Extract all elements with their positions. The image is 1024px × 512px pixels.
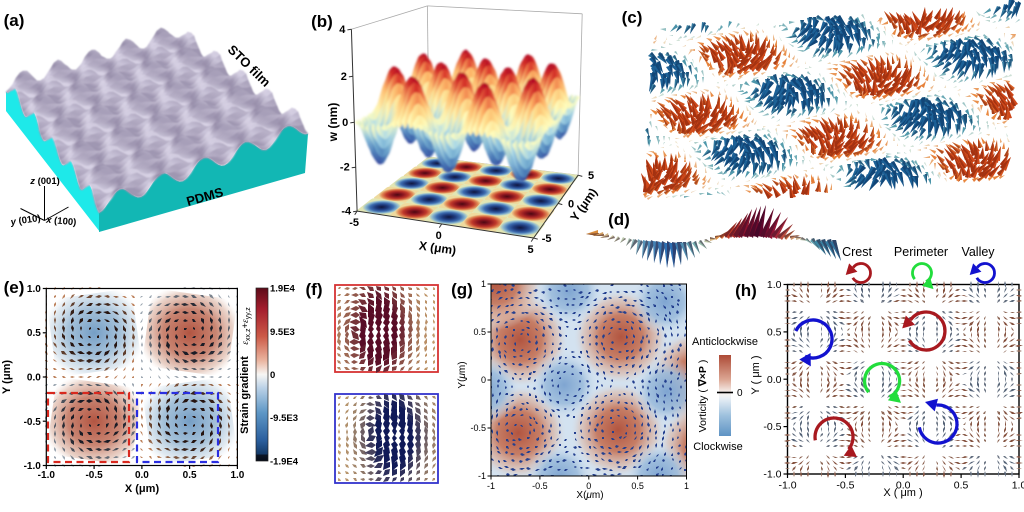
svg-text:1: 1 (684, 481, 689, 491)
svg-text:-5: -5 (349, 217, 359, 229)
svg-text:0.0: 0.0 (27, 373, 41, 384)
svg-text:-1: -1 (487, 481, 495, 491)
svg-text:Y (μm): Y (μm) (1, 360, 13, 394)
svg-text:0: 0 (436, 230, 442, 242)
svg-text:-9.5E3: -9.5E3 (270, 413, 298, 424)
svg-text:X (μm): X (μm) (418, 239, 457, 258)
svg-text:0: 0 (737, 388, 743, 399)
svg-text:z (001): z (001) (29, 176, 60, 187)
svg-text:(f): (f) (306, 280, 323, 299)
svg-text:0.5: 0.5 (473, 327, 486, 337)
svg-text:0.0: 0.0 (896, 480, 911, 492)
svg-text:X(μm): X(μm) (576, 490, 603, 501)
svg-text:-1.0: -1.0 (763, 469, 781, 481)
svg-text:0.0: 0.0 (135, 470, 149, 481)
svg-text:5: 5 (528, 244, 534, 256)
svg-text:Y ( μm ): Y ( μm ) (750, 355, 762, 394)
svg-text:-0.5: -0.5 (85, 470, 103, 481)
svg-text:X ( μm ): X ( μm ) (883, 487, 922, 499)
svg-text:-0.5: -0.5 (836, 480, 854, 492)
svg-text:1.0: 1.0 (27, 284, 41, 295)
svg-text:-5: -5 (542, 233, 552, 245)
svg-text:w (nm): w (nm) (326, 103, 340, 143)
svg-text:-4: -4 (341, 206, 352, 218)
svg-text:Strain gradient: Strain gradient (239, 356, 251, 434)
svg-text:X (μm): X (μm) (125, 483, 160, 495)
svg-text:9.5E3: 9.5E3 (270, 327, 295, 338)
svg-text:Vorticity ( ∇×P ): Vorticity ( ∇×P ) (697, 360, 709, 433)
svg-text:-1.0: -1.0 (24, 461, 42, 472)
svg-text:1.0: 1.0 (1012, 480, 1024, 492)
svg-text:1: 1 (481, 279, 486, 289)
svg-text:-0.5: -0.5 (763, 421, 781, 433)
svg-text:0.5: 0.5 (954, 480, 969, 492)
svg-text:Anticlockwise: Anticlockwise (692, 336, 758, 348)
svg-text:0: 0 (568, 198, 574, 210)
svg-text:-0.5: -0.5 (532, 481, 548, 491)
svg-text:4: 4 (339, 24, 346, 36)
svg-text:-1: -1 (478, 471, 486, 481)
svg-text:Valley: Valley (961, 245, 995, 259)
svg-text:Clockwise: Clockwise (693, 441, 743, 453)
svg-text:0: 0 (270, 370, 275, 381)
svg-text:0.5: 0.5 (183, 470, 197, 481)
svg-text:1.0: 1.0 (230, 470, 244, 481)
svg-text:-2: -2 (340, 162, 350, 174)
svg-text:0.5: 0.5 (631, 481, 644, 491)
svg-text:-1.9E4: -1.9E4 (270, 457, 299, 468)
svg-text:0: 0 (342, 117, 348, 129)
svg-text:(h): (h) (735, 281, 757, 300)
svg-text:1.0: 1.0 (767, 279, 782, 291)
svg-text:(d): (d) (608, 210, 630, 229)
svg-text:(b): (b) (311, 12, 333, 31)
svg-text:0: 0 (586, 481, 591, 491)
svg-text:(e): (e) (4, 278, 25, 297)
svg-text:5: 5 (588, 170, 594, 182)
svg-text:Crest: Crest (842, 245, 872, 259)
svg-text:-0.5: -0.5 (470, 423, 486, 433)
svg-text:(a): (a) (4, 11, 25, 30)
svg-text:Y(μm): Y(μm) (457, 361, 468, 388)
svg-text:0.0: 0.0 (767, 374, 782, 386)
svg-text:-1.0: -1.0 (38, 470, 56, 481)
svg-text:1.9E4: 1.9E4 (270, 284, 296, 295)
svg-text:0.5: 0.5 (767, 326, 782, 338)
svg-text:0: 0 (481, 375, 486, 385)
svg-text:-1.0: -1.0 (778, 480, 796, 492)
svg-text:2: 2 (341, 71, 347, 83)
svg-text:y (010): y (010) (9, 213, 41, 228)
svg-text:Perimeter: Perimeter (894, 245, 948, 259)
svg-text:εxx,z+εyy,z: εxx,z+εyy,z (240, 307, 252, 345)
svg-text:-0.5: -0.5 (24, 417, 42, 428)
svg-text:(c): (c) (622, 8, 643, 27)
svg-text:0.5: 0.5 (27, 328, 41, 339)
svg-text:(g): (g) (451, 280, 473, 299)
svg-text:x (100): x (100) (45, 215, 77, 229)
